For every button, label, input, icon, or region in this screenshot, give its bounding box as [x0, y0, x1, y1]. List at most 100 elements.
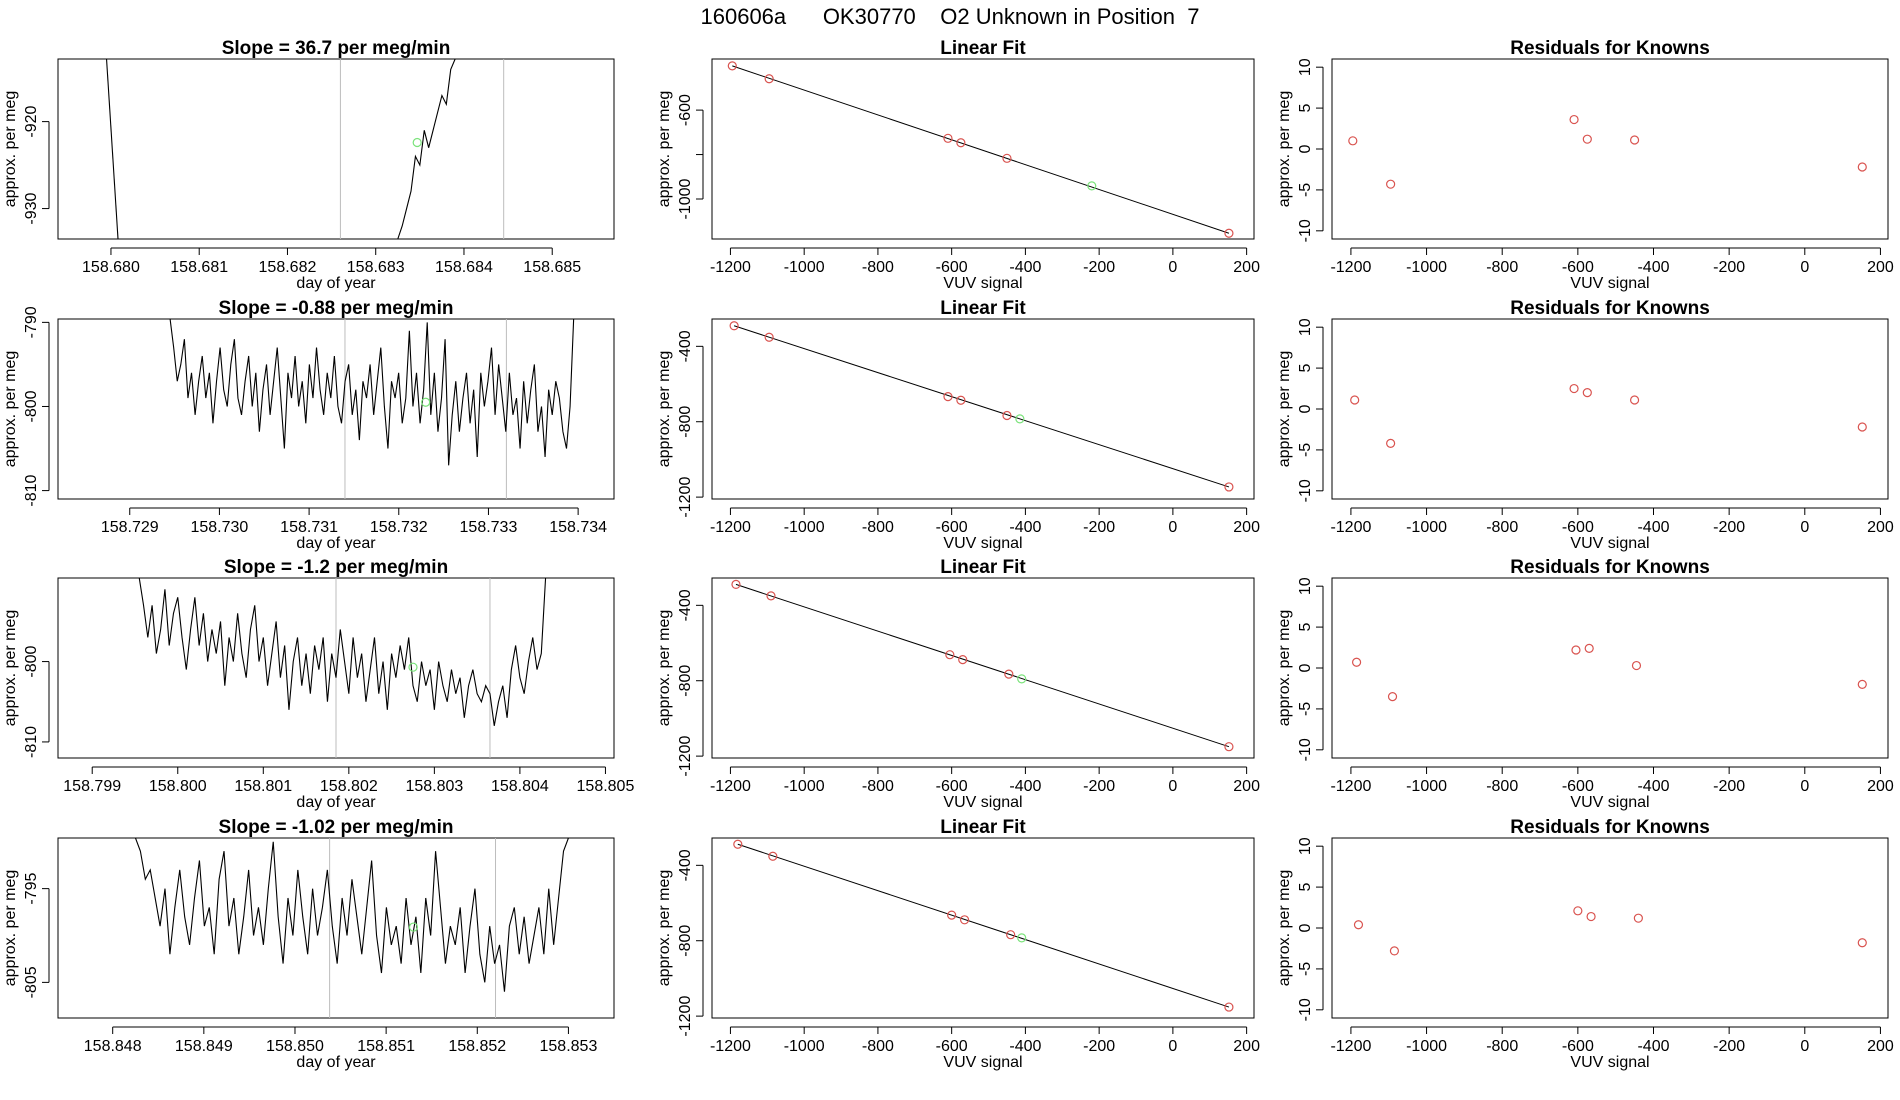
- x-tick-label: -800: [862, 1038, 894, 1055]
- panel-title: Linear Fit: [940, 38, 1026, 59]
- x-tick-label: -400: [1009, 259, 1041, 276]
- y-tick-label: -400: [677, 589, 694, 621]
- x-tick-label: 158.684: [435, 259, 493, 276]
- y-axis-label: approx. per meg: [656, 870, 673, 987]
- plot-area: [1351, 643, 1867, 702]
- known-point: [1857, 162, 1867, 172]
- known-point: [1224, 482, 1234, 492]
- signal-trace: [134, 838, 569, 992]
- unknown-point: [421, 397, 431, 407]
- plot-frame: [711, 837, 1255, 1019]
- x-tick-label: 200: [1867, 1038, 1894, 1055]
- x-axis-label: VUV signal: [943, 535, 1022, 552]
- y-axis-label: approx. per meg: [656, 351, 673, 468]
- x-tick-label: -400: [1009, 1038, 1041, 1055]
- signal-trace: [397, 59, 456, 239]
- x-tick-label: -200: [1713, 259, 1745, 276]
- x-tick-label: -1200: [710, 1038, 751, 1055]
- y-tick-label: -400: [677, 849, 694, 881]
- y-tick-label: -1200: [677, 996, 694, 1037]
- x-tick-label: 158.800: [149, 778, 207, 795]
- x-tick-label: 158.681: [170, 259, 228, 276]
- y-tick-label: -920: [23, 105, 40, 137]
- x-tick-label: 200: [1233, 259, 1260, 276]
- x-tick-label: -800: [862, 519, 894, 536]
- known-point: [1631, 660, 1642, 671]
- y-tick-label: -800: [23, 645, 40, 677]
- x-tick-label: -1200: [710, 519, 751, 536]
- x-tick-label: -1200: [710, 259, 751, 276]
- y-axis-label: approx. per meg: [1276, 610, 1293, 727]
- y-tick-label: -1200: [677, 736, 694, 777]
- plot-area: [105, 59, 505, 239]
- known-point: [766, 591, 776, 601]
- y-tick-label: -10: [1297, 219, 1314, 242]
- x-tick-label: -400: [1637, 519, 1669, 536]
- known-point: [1569, 383, 1579, 394]
- x-tick-label: 158.799: [63, 778, 121, 795]
- y-tick-label: 0: [1297, 923, 1314, 932]
- plot-frame: [1331, 58, 1889, 240]
- x-tick-label: -1000: [1406, 259, 1447, 276]
- x-tick-label: 200: [1867, 519, 1894, 536]
- panel-title: Slope = 36.7 per meg/min: [222, 38, 451, 59]
- x-tick-label: -1000: [784, 1038, 825, 1055]
- x-tick-label: -600: [1562, 778, 1594, 795]
- plot-area: [731, 579, 1234, 752]
- known-point: [943, 133, 953, 143]
- unknown-point: [1015, 414, 1025, 424]
- known-point: [1857, 422, 1867, 432]
- known-point: [1629, 135, 1640, 145]
- y-tick-label: 10: [1297, 58, 1314, 76]
- y-axis-label: approx. per meg: [1276, 351, 1293, 468]
- x-tick-label: -800: [1486, 259, 1518, 276]
- x-tick-label: -600: [1562, 519, 1594, 536]
- y-tick-label: -600: [677, 94, 694, 126]
- x-tick-label: -600: [936, 778, 968, 795]
- x-tick-label: -200: [1083, 1038, 1115, 1055]
- y-tick-label: -10: [1297, 479, 1314, 502]
- x-tick-label: -400: [1637, 1038, 1669, 1055]
- known-point: [1582, 388, 1592, 398]
- known-point: [1348, 136, 1358, 146]
- x-tick-label: -200: [1083, 778, 1115, 795]
- known-point: [1386, 179, 1396, 189]
- known-point: [956, 395, 966, 405]
- panel-1-1: Linear Fit -1200 -1000 -800 -600 -400 -200 0 200…: [656, 298, 1260, 552]
- x-axis-label: VUV signal: [1570, 794, 1649, 811]
- known-point: [764, 74, 774, 84]
- plot-frame: [57, 58, 615, 240]
- plot-area: [1350, 383, 1867, 448]
- plot-frame: [57, 837, 615, 1019]
- x-tick-label: -1000: [784, 778, 825, 795]
- x-tick-label: 0: [1168, 1038, 1177, 1055]
- plot-frame: [57, 318, 615, 500]
- y-tick-label: 5: [1297, 883, 1314, 892]
- known-point: [1387, 692, 1398, 702]
- plot-area: [134, 838, 569, 1018]
- fit-line: [733, 325, 1230, 488]
- x-axis-label: VUV signal: [1570, 535, 1649, 552]
- known-point: [1569, 114, 1579, 125]
- x-tick-label: 0: [1800, 1038, 1809, 1055]
- y-tick-label: -790: [23, 306, 40, 338]
- x-tick-label: -400: [1009, 778, 1041, 795]
- known-point: [764, 332, 774, 342]
- y-tick-label: 5: [1297, 623, 1314, 632]
- plot-frame: [711, 577, 1255, 759]
- fit-line: [737, 843, 1230, 1008]
- plot-frame: [1331, 837, 1889, 1019]
- x-axis-label: VUV signal: [1570, 1054, 1649, 1071]
- x-tick-label: -200: [1713, 1038, 1745, 1055]
- x-tick-label: 0: [1168, 259, 1177, 276]
- panel-0-1: Linear Fit -1200 -1000 -800 -600 -400 -200 0 200…: [656, 38, 1260, 292]
- x-tick-label: -400: [1009, 519, 1041, 536]
- x-tick-label: 200: [1867, 778, 1894, 795]
- panel-title: Slope = -0.88 per meg/min: [219, 298, 454, 319]
- x-tick-label: 158.683: [347, 259, 405, 276]
- y-tick-label: 10: [1297, 837, 1314, 855]
- x-tick-label: 158.848: [84, 1038, 142, 1055]
- known-point: [1386, 438, 1396, 448]
- known-point: [956, 138, 966, 148]
- x-tick-label: 158.731: [280, 519, 338, 536]
